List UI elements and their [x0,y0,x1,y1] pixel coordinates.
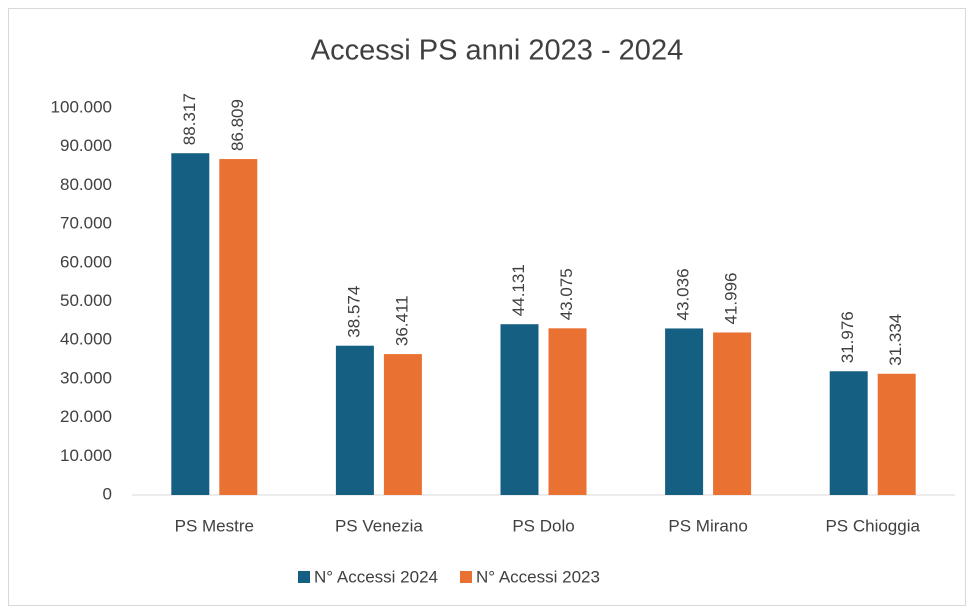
x-tick-label: PS Venezia [335,516,423,535]
bar [500,324,539,495]
bar [665,328,704,495]
data-label: 41.996 [722,272,741,324]
x-tick-label: PS Mirano [668,516,747,535]
y-tick-label: 50.000 [60,291,112,310]
data-label: 44.131 [509,264,528,316]
y-tick-label: 40.000 [60,330,112,349]
bar [219,159,258,495]
data-label: 43.075 [557,268,576,320]
data-label: 43.036 [674,268,693,320]
y-tick-label: 80.000 [60,175,112,194]
bar [171,153,210,496]
y-tick-label: 60.000 [60,252,112,271]
data-label: 86.809 [228,99,247,151]
data-label: 36.411 [392,295,411,346]
y-tick-label: 100.000 [51,97,112,116]
data-label: 31.976 [838,311,857,363]
legend-swatch [459,571,472,583]
bar [548,328,587,495]
bar [383,354,422,495]
data-label: 88.317 [180,93,199,145]
y-tick-label: 20.000 [60,407,112,426]
y-tick-label: 30.000 [60,368,112,387]
bar [877,373,916,495]
legend-label: N° Accessi 2023 [476,567,600,586]
y-tick-label: 10.000 [60,446,112,465]
y-tick-label: 90.000 [60,136,112,155]
chart-border [8,8,966,606]
y-tick-label: 70.000 [60,214,112,233]
x-tick-label: PS Dolo [512,516,574,535]
bar [335,345,374,495]
data-label: 38.574 [344,286,363,338]
legend-label: N° Accessi 2024 [314,567,438,586]
chart-title: Accessi PS anni 2023 - 2024 [311,35,683,67]
x-tick-label: PS Chioggia [825,516,920,535]
y-tick-label: 0 [103,484,112,503]
x-tick-label: PS Mestre [175,516,254,535]
bar [829,371,868,495]
bar [713,332,752,495]
data-label: 31.334 [886,314,905,366]
legend-swatch [298,571,310,583]
